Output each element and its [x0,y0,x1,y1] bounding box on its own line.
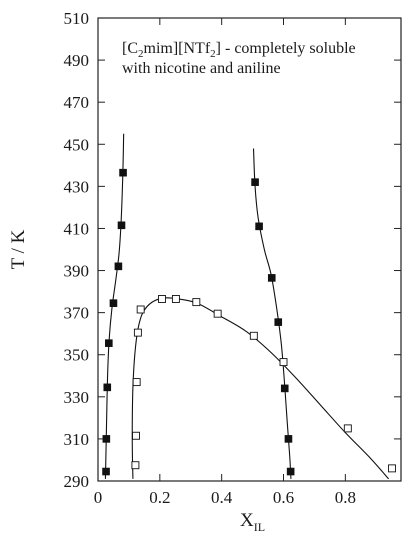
open-square-point [279,358,288,367]
y-tick-label: 450 [64,135,90,154]
y-axis-label: T / K [8,229,29,269]
open-square-point [132,378,141,387]
filled-square-point [117,221,126,230]
y-tick-label: 490 [64,51,90,70]
y-tick-label: 330 [64,388,90,407]
open-square-point [132,431,140,440]
open-square-point [249,331,258,340]
filled-square-point [274,318,283,326]
x-tick-label: 0.8 [335,488,356,507]
filled-square-point [102,435,111,443]
fit-curve-3 [131,297,390,480]
y-tick-label: 370 [64,304,90,323]
data-points [102,168,396,476]
x-tick-label: 0.6 [273,488,294,507]
y-tick-label: 430 [64,177,90,196]
y-tick-label: 510 [64,9,90,28]
filled-square-point [103,383,112,392]
open-square-point [158,295,166,303]
filled-square-point [114,262,123,271]
x-axis-label: XIL [240,510,265,534]
x-tick-label: 0.2 [149,488,170,507]
open-square-point [133,328,142,337]
filled-square-point [280,384,289,393]
y-tick-label: 290 [64,472,90,491]
open-square-point [343,424,352,433]
fit-curve-2 [252,148,292,479]
filled-square-point [105,339,113,347]
filled-square-point [255,222,263,231]
y-tick-label: 470 [64,93,90,112]
chart-annotation-line1: [C2mim][NTf2] - completely soluble [122,40,356,60]
y-tick-label: 310 [64,430,90,449]
chart-annotation-line2: with nicotine and aniline [122,60,281,77]
filled-square-point [251,178,259,186]
open-square-point [136,305,145,314]
filled-square-point [267,274,276,282]
plot-frame [97,17,402,482]
fit-curve-1 [104,133,125,479]
x-tick-label: 0 [94,488,103,507]
filled-square-point [109,299,118,307]
y-tick-label: 390 [64,262,90,281]
open-square-point [192,298,201,307]
open-square-point [171,295,180,303]
open-square-point [131,461,140,470]
x-tick-label: 0.4 [211,488,233,507]
filled-square-point [119,168,127,177]
filled-square-point [286,467,295,476]
open-square-point [213,309,222,318]
y-tick-label: 410 [64,219,90,238]
filled-square-point [284,435,293,443]
axis-ticks: 290 310 330 350 370 390 410 430 450 470 490 510 0 0.2… [64,9,401,507]
y-tick-label: 350 [64,346,90,365]
open-square-point [388,464,396,473]
filled-square-point [102,467,110,476]
